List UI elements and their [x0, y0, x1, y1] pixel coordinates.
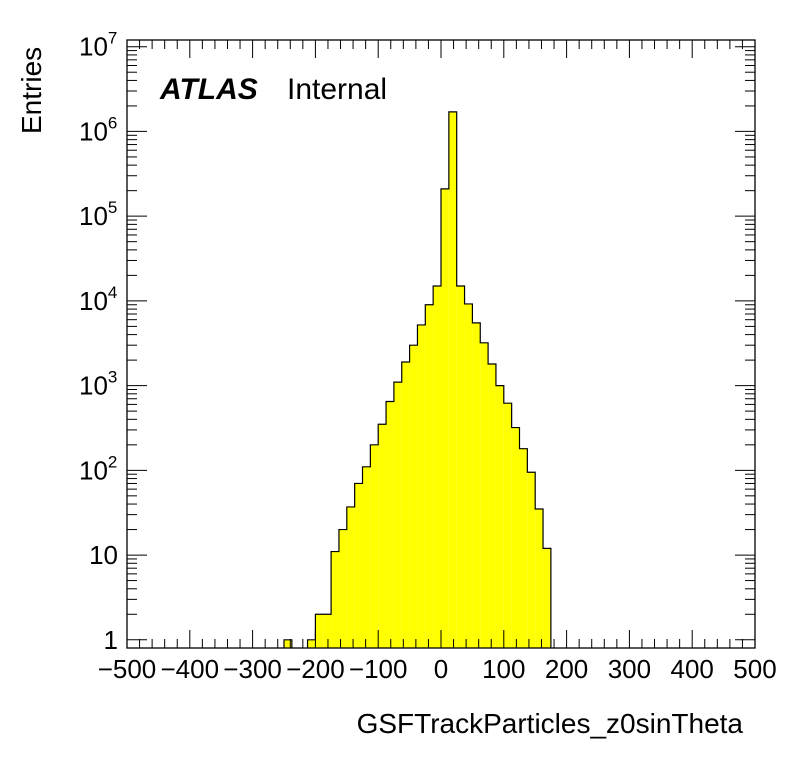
histogram-bar: [346, 506, 355, 648]
histogram-bar: [409, 345, 418, 648]
y-tick-label: 106: [79, 113, 117, 146]
histogram-bar: [425, 304, 434, 648]
histogram-bar: [323, 614, 332, 648]
x-tick-label: 400: [671, 654, 714, 684]
y-tick-label: 103: [79, 368, 117, 401]
histogram-bar: [315, 614, 324, 648]
histogram-bar: [284, 639, 292, 648]
x-tick-label: −100: [349, 654, 408, 684]
histogram-bar: [535, 508, 544, 648]
y-tick-label: 1: [104, 625, 118, 655]
histogram-bar: [433, 285, 441, 648]
histogram-bar: [519, 448, 528, 648]
histogram-bar: [417, 324, 426, 648]
y-tick-label: 107: [79, 29, 117, 62]
histogram-bar: [511, 427, 520, 648]
axis-ticks: [126, 40, 756, 648]
histogram-bar: [456, 285, 465, 648]
x-tick-label: 500: [733, 654, 776, 684]
histogram-bar: [401, 361, 410, 648]
atlas-label: ATLAS: [159, 73, 258, 106]
histogram-bar: [331, 551, 339, 648]
histogram-bar: [448, 111, 457, 648]
y-tick-label: 10: [89, 540, 118, 570]
histogram-bar: [543, 548, 551, 648]
histogram-bar: [393, 382, 402, 648]
x-tick-label: −300: [223, 654, 282, 684]
histogram-bars: [284, 111, 551, 648]
histogram-bar: [386, 401, 394, 648]
histogram-bar: [370, 444, 379, 648]
x-tick-label: 200: [545, 654, 588, 684]
y-axis-title: Entries: [16, 47, 47, 134]
x-tick-label: 0: [434, 654, 448, 684]
y-tick-label: 105: [79, 198, 117, 231]
histogram-bar: [503, 403, 512, 648]
x-tick-label: 300: [608, 654, 651, 684]
internal-label: Internal: [287, 73, 387, 106]
x-tick-label: −200: [286, 654, 345, 684]
histogram-bar: [495, 385, 504, 648]
histogram-bar: [307, 639, 316, 648]
histogram-bar: [464, 303, 473, 648]
histogram-bar: [527, 472, 536, 648]
y-tick-label: 104: [79, 283, 117, 316]
x-tick-label: 100: [482, 654, 525, 684]
histogram-bar: [472, 322, 481, 648]
x-tick-label: −400: [161, 654, 220, 684]
histogram-bar: [378, 424, 387, 648]
histogram-bar: [354, 483, 363, 648]
y-tick-label: 102: [79, 452, 117, 485]
histogram-outline: [283, 111, 552, 648]
histogram-bar: [338, 529, 347, 648]
x-tick-label: −500: [98, 654, 157, 684]
histogram-bar: [480, 342, 489, 648]
x-tick-labels: −500 −400 −300 −200 −100 0 100 200 300 400 500: [98, 654, 777, 684]
y-tick-labels: 1 10 102 103 104 105 106 107: [79, 29, 118, 655]
x-axis-title: GSFTrackParticles_z0sinTheta: [357, 708, 744, 739]
histogram-bar: [362, 466, 371, 648]
histogram-bar: [441, 188, 449, 648]
histogram-bar: [488, 363, 496, 648]
